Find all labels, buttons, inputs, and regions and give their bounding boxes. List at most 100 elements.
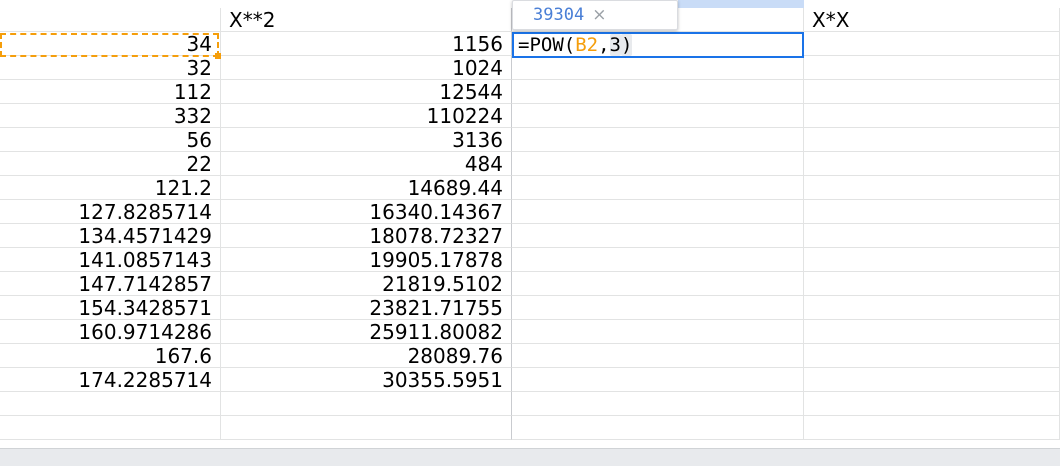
cell-value-x-squared[interactable]: 18078.72327 (221, 224, 512, 248)
cell-empty[interactable] (512, 176, 804, 200)
cell-value-x-squared[interactable]: 1024 (221, 56, 512, 80)
cell-empty[interactable] (804, 152, 1060, 176)
cell-empty-c[interactable] (512, 416, 804, 440)
cell-value-x[interactable]: 141.0857143 (0, 248, 221, 272)
table-row: 112 12544 (0, 80, 1060, 104)
cell-empty-b[interactable] (221, 392, 512, 416)
cell-empty[interactable] (804, 224, 1060, 248)
cell-empty[interactable] (804, 80, 1060, 104)
cell-empty[interactable] (804, 272, 1060, 296)
cell-empty-a[interactable] (0, 416, 221, 440)
cell-empty[interactable] (512, 368, 804, 392)
cell-value-x-squared[interactable]: 14689.44 (221, 176, 512, 200)
cell-value-x-squared[interactable]: 16340.14367 (221, 200, 512, 224)
cell-empty[interactable] (512, 128, 804, 152)
cell-value-x-squared[interactable]: 484 (221, 152, 512, 176)
cell-empty[interactable] (512, 296, 804, 320)
cell-empty[interactable] (512, 320, 804, 344)
cell-empty[interactable] (804, 320, 1060, 344)
formula-separator: , (598, 34, 610, 56)
cell-value-x[interactable]: 22 (0, 152, 221, 176)
table-row: 154.3428571 23821.71755 (0, 296, 1060, 320)
cell-empty[interactable] (512, 152, 804, 176)
cell-value-x[interactable]: 32 (0, 56, 221, 80)
cell-empty[interactable] (804, 128, 1060, 152)
cell-value-x[interactable]: 121.2 (0, 176, 221, 200)
cell-empty[interactable] (804, 368, 1060, 392)
table-row: 127.8285714 16340.14367 (0, 200, 1060, 224)
cell-value-x[interactable]: 134.4571429 (0, 224, 221, 248)
formula-argument: 3 (609, 34, 621, 56)
cell-a1[interactable] (0, 8, 221, 32)
cell-value-x[interactable]: 34 (0, 32, 221, 56)
table-row: 174.2285714 30355.5951 (0, 368, 1060, 392)
formula-result-preview: 39304 × (512, 0, 678, 30)
cell-value-x-squared[interactable]: 19905.17878 (221, 248, 512, 272)
table-row: 147.7142857 21819.5102 (0, 272, 1060, 296)
empty-row (0, 392, 1060, 416)
cell-empty[interactable] (804, 32, 1060, 56)
cell-empty-c[interactable] (512, 392, 804, 416)
cell-value-x[interactable]: 56 (0, 128, 221, 152)
cell-value-x[interactable]: 174.2285714 (0, 368, 221, 392)
cell-value-x-squared[interactable]: 12544 (221, 80, 512, 104)
formula-cell-ref: B2 (575, 34, 599, 56)
cell-formula-editor[interactable]: =POW(B2,3) (512, 32, 804, 58)
header-row: X**2 X*X (0, 8, 1060, 32)
table-row: 22 484 (0, 152, 1060, 176)
table-row: 56 3136 (0, 128, 1060, 152)
cell-value-x-squared[interactable]: 25911.80082 (221, 320, 512, 344)
preview-value: 39304 (533, 5, 585, 25)
cell-empty[interactable] (512, 104, 804, 128)
close-icon[interactable]: × (592, 5, 607, 25)
cell-empty[interactable] (804, 56, 1060, 80)
table-row: 134.4571429 18078.72327 (0, 224, 1060, 248)
formula-suffix: ) (621, 34, 633, 56)
table-row: 160.9714286 25911.80082 (0, 320, 1060, 344)
cell-empty-b[interactable] (221, 416, 512, 440)
cell-value-x-squared[interactable]: 30355.5951 (221, 368, 512, 392)
cell-empty[interactable] (512, 272, 804, 296)
cell-empty-a[interactable] (0, 392, 221, 416)
cell-empty[interactable] (804, 344, 1060, 368)
cell-value-x[interactable]: 160.9714286 (0, 320, 221, 344)
table-row: 332 110224 (0, 104, 1060, 128)
table-row: 32 1024 (0, 56, 1060, 80)
cell-empty[interactable] (512, 200, 804, 224)
cell-empty[interactable] (512, 344, 804, 368)
table-row: 141.0857143 19905.17878 (0, 248, 1060, 272)
formula-prefix: =POW( (518, 34, 576, 56)
cell-d1[interactable]: X*X (804, 8, 1060, 32)
cell-value-x[interactable]: 127.8285714 (0, 200, 221, 224)
cell-value-x[interactable]: 147.7142857 (0, 272, 221, 296)
empty-row (0, 416, 1060, 440)
cell-empty[interactable] (804, 104, 1060, 128)
cell-value-x-squared[interactable]: 28089.76 (221, 344, 512, 368)
cell-b1[interactable]: X**2 (221, 8, 512, 32)
cell-empty-d[interactable] (804, 416, 1060, 440)
cell-value-x[interactable]: 332 (0, 104, 221, 128)
cell-value-x-squared[interactable]: 21819.5102 (221, 272, 512, 296)
cell-value-x[interactable]: 112 (0, 80, 221, 104)
cell-empty[interactable] (804, 296, 1060, 320)
cell-value-x-squared[interactable]: 23821.71755 (221, 296, 512, 320)
table-row: 121.2 14689.44 (0, 176, 1060, 200)
cell-value-x-squared[interactable]: 1156 (221, 32, 512, 56)
cell-c1[interactable] (512, 8, 804, 32)
cell-empty-d[interactable] (804, 392, 1060, 416)
cell-value-x-squared[interactable]: 110224 (221, 104, 512, 128)
cell-value-x[interactable]: 167.6 (0, 344, 221, 368)
table-row: 167.6 28089.76 (0, 344, 1060, 368)
cell-empty[interactable] (512, 248, 804, 272)
spreadsheet-grid[interactable]: X**2 X*X 34 1156 32 1024 112 12544 332 110224 56… (0, 0, 1060, 448)
cell-empty[interactable] (512, 80, 804, 104)
sheet-footer-bar (0, 448, 1060, 466)
cell-value-x[interactable]: 154.3428571 (0, 296, 221, 320)
cell-empty[interactable] (804, 200, 1060, 224)
column-header-highlight (678, 0, 804, 8)
cell-empty[interactable] (804, 248, 1060, 272)
cell-empty[interactable] (804, 176, 1060, 200)
cell-empty[interactable] (512, 224, 804, 248)
cell-empty[interactable] (512, 56, 804, 80)
cell-value-x-squared[interactable]: 3136 (221, 128, 512, 152)
